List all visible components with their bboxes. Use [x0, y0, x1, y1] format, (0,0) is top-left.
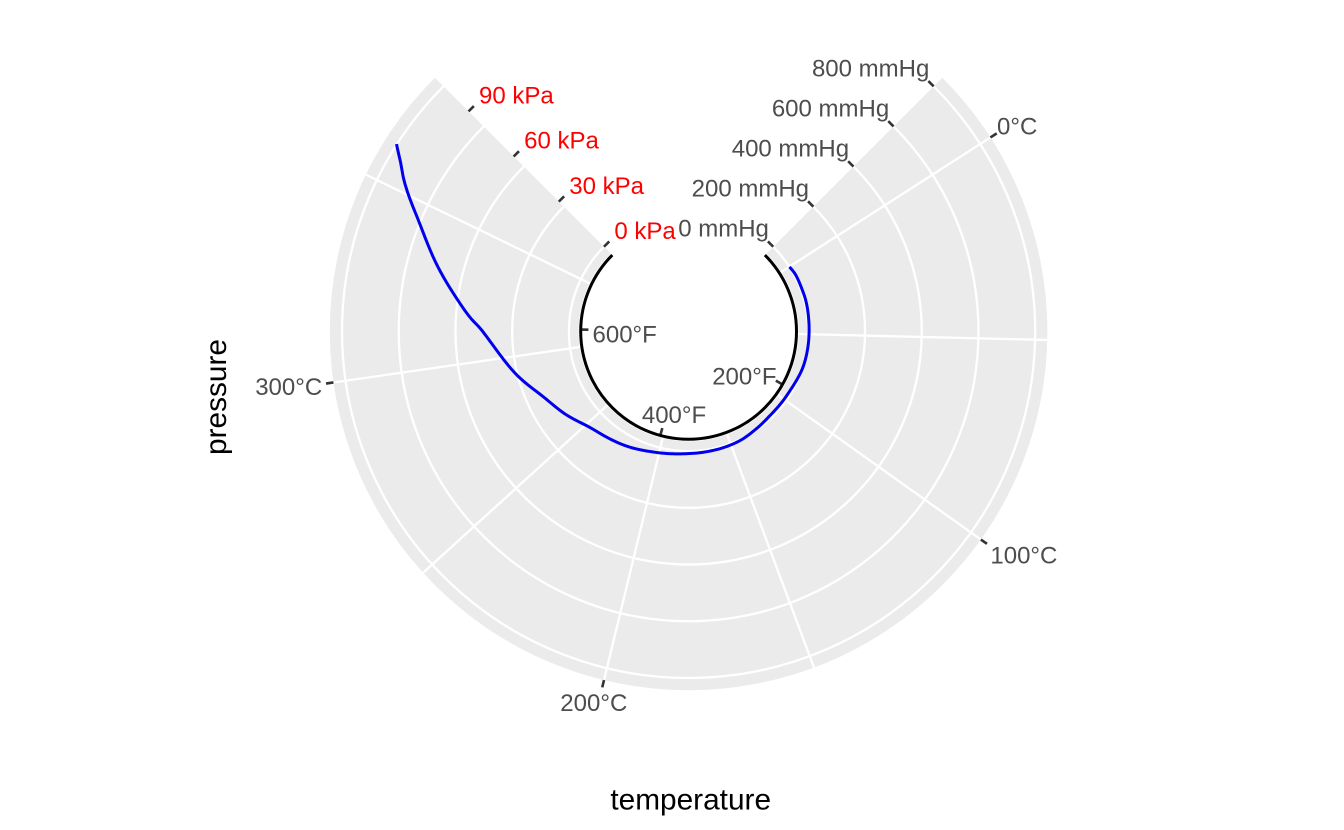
svg-text:30 kPa: 30 kPa: [569, 173, 644, 200]
svg-text:300°C: 300°C: [255, 374, 322, 401]
svg-text:100°C: 100°C: [990, 542, 1057, 569]
svg-text:90 kPa: 90 kPa: [479, 83, 554, 110]
svg-text:400°F: 400°F: [642, 402, 706, 429]
svg-text:200°F: 200°F: [712, 363, 776, 390]
svg-text:200°C: 200°C: [560, 690, 627, 717]
svg-text:0 kPa: 0 kPa: [614, 218, 676, 245]
svg-text:temperature: temperature: [610, 784, 771, 817]
svg-text:600 mmHg: 600 mmHg: [772, 95, 889, 122]
svg-text:200 mmHg: 200 mmHg: [692, 176, 809, 203]
svg-text:60 kPa: 60 kPa: [524, 128, 599, 155]
svg-text:400 mmHg: 400 mmHg: [732, 136, 849, 163]
svg-text:0 mmHg: 0 mmHg: [678, 216, 769, 243]
svg-text:800 mmHg: 800 mmHg: [812, 55, 929, 82]
svg-text:600°F: 600°F: [593, 322, 657, 349]
svg-text:0°C: 0°C: [997, 113, 1037, 140]
svg-text:pressure: pressure: [200, 339, 233, 455]
